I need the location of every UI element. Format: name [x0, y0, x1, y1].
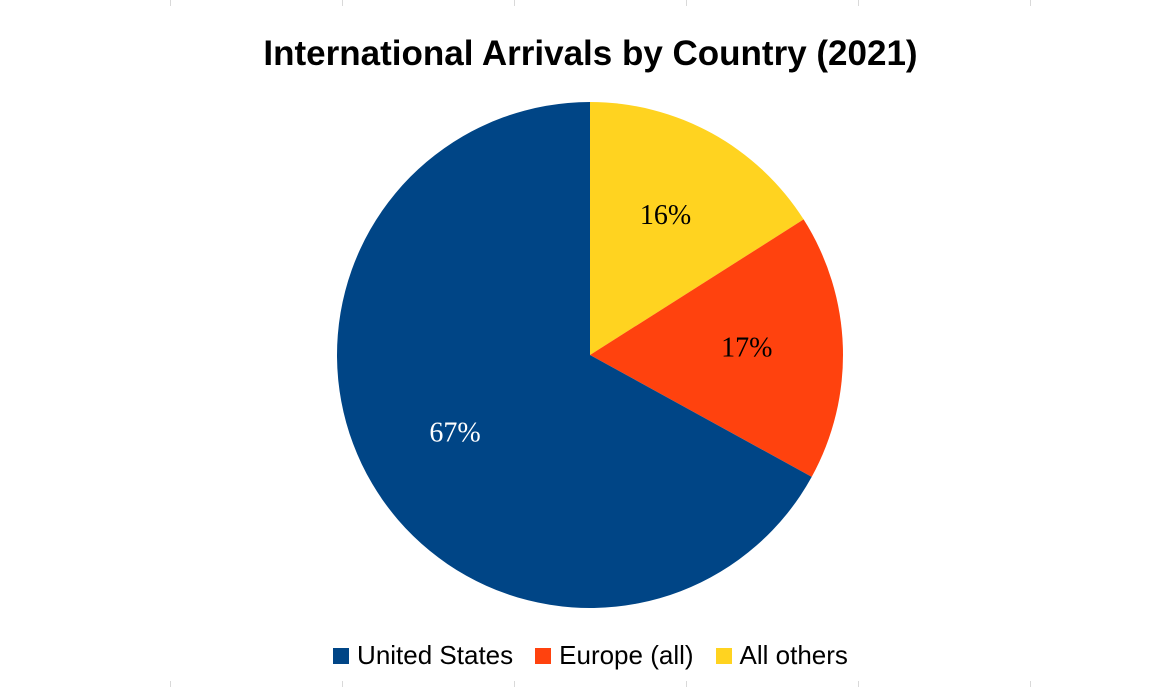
legend-item-europe-all: Europe (all) [535, 640, 694, 671]
edge-tick [170, 0, 171, 6]
legend-swatch [535, 647, 552, 664]
edge-tick [858, 681, 859, 687]
legend-swatch [333, 647, 350, 664]
data-label-all-others: 16% [640, 200, 691, 231]
edge-tick [342, 681, 343, 687]
data-label-europe-all: 17% [721, 332, 772, 363]
edge-tick [342, 0, 343, 6]
chart-legend: United States Europe (all) All others [0, 640, 1171, 671]
edge-tick [858, 0, 859, 6]
edge-tick [686, 0, 687, 6]
legend-item-all-others: All others [715, 640, 848, 671]
legend-label: All others [739, 640, 848, 670]
pie-slice-united-states [336, 102, 812, 609]
data-label-united-states: 67% [429, 417, 480, 448]
edge-tick [514, 681, 515, 687]
pie-slice-europe-all [590, 219, 844, 477]
edge-tick [514, 0, 515, 6]
edge-tick [170, 681, 171, 687]
legend-swatch [715, 647, 732, 664]
legend-label: Europe (all) [559, 640, 694, 670]
edge-tick [686, 681, 687, 687]
legend-label: United States [357, 640, 514, 670]
pie-slice-all-others [590, 102, 804, 355]
legend-item-united-states: United States [333, 640, 513, 671]
chart-title: International Arrivals by Country (2021) [263, 34, 918, 73]
edge-tick [1030, 681, 1031, 687]
edge-tick [1030, 0, 1031, 6]
